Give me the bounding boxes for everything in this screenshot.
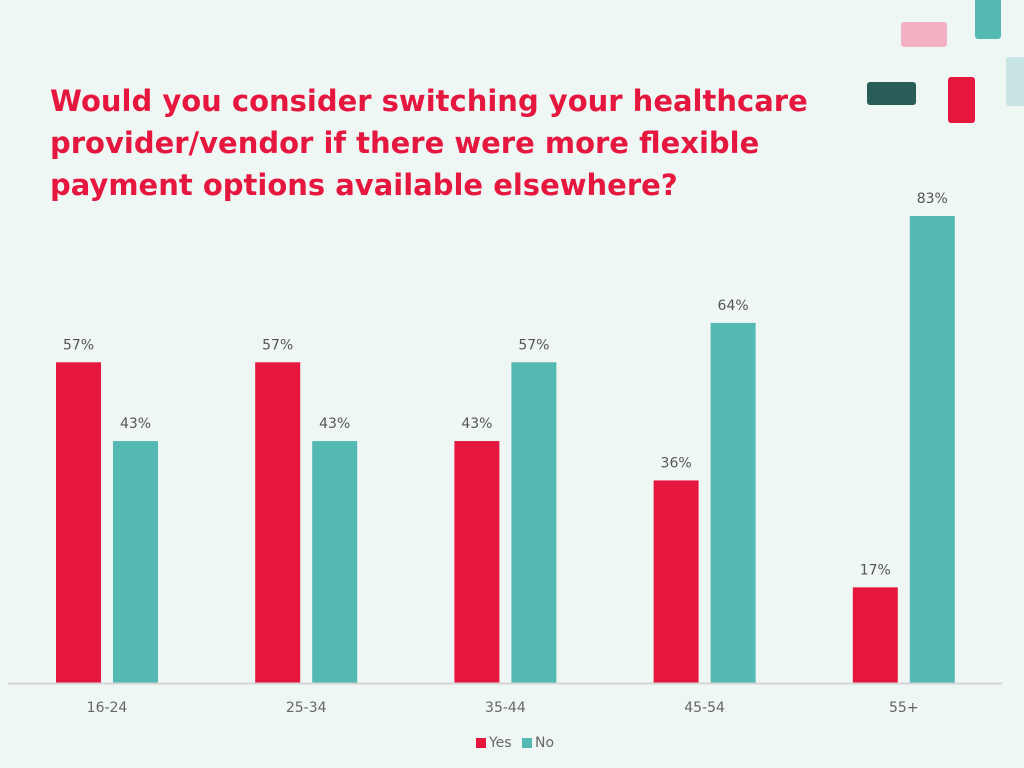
data-label: 83% — [917, 191, 948, 207]
bar-no-35-44 — [511, 362, 557, 683]
decor-red-block — [948, 77, 975, 123]
data-label: 57% — [63, 337, 94, 353]
x-tick-label: 25-34 — [286, 700, 327, 716]
bar-no-55+ — [909, 216, 955, 683]
x-tick-label: 16-24 — [87, 700, 128, 716]
chart-title: Would you consider switching your health… — [50, 84, 808, 202]
legend-label-yes: Yes — [488, 735, 512, 751]
legend-swatch-yes — [475, 738, 486, 748]
x-tick-label: 35-44 — [485, 700, 526, 716]
decor-dark-block — [867, 82, 916, 105]
decor-teal-block — [975, 0, 1001, 39]
data-label: 43% — [319, 416, 350, 432]
x-tick-label: 45-54 — [684, 700, 725, 716]
data-label: 57% — [262, 337, 293, 353]
x-tick-label: 55+ — [889, 700, 919, 716]
bar-no-16-24 — [113, 441, 158, 683]
bar-yes-25-34 — [255, 362, 301, 683]
legend-label-no: No — [535, 735, 555, 751]
bar-yes-55+ — [852, 587, 898, 683]
decor-light-block — [1006, 57, 1024, 106]
bar-yes-16-24 — [56, 362, 101, 683]
bar-no-25-34 — [312, 441, 358, 683]
decor-pink-block — [901, 22, 947, 47]
bar-yes-35-44 — [454, 441, 500, 683]
data-label: 17% — [860, 562, 891, 578]
data-label: 43% — [120, 416, 151, 432]
data-label: 64% — [718, 298, 749, 314]
bar-yes-45-54 — [653, 480, 699, 683]
data-label: 57% — [518, 337, 549, 353]
legend-swatch-no — [522, 738, 532, 748]
legend: Yes No — [0, 735, 1024, 751]
bar-no-45-54 — [710, 322, 756, 683]
data-label: 43% — [461, 416, 492, 432]
data-label: 36% — [661, 455, 692, 471]
